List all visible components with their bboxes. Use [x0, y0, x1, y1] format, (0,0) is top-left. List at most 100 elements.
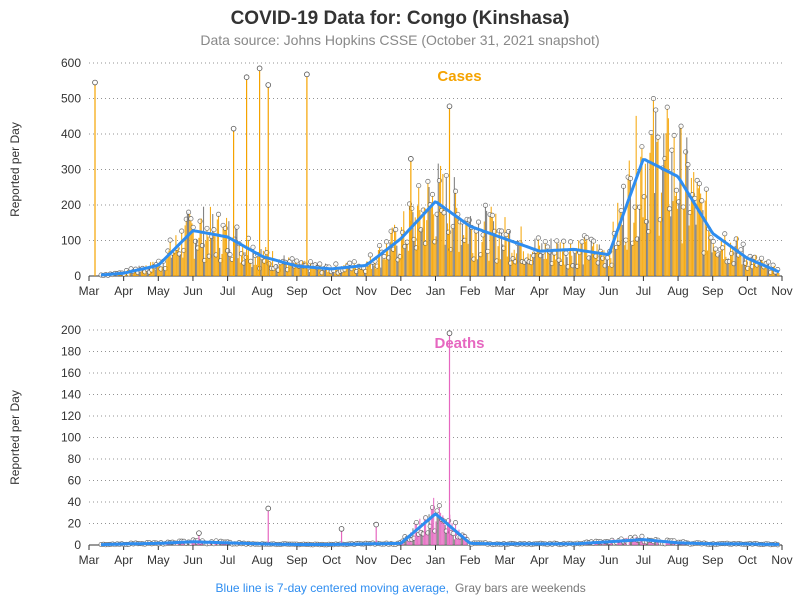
- cases-spike-point: [265, 82, 272, 88]
- cases-daily-point: [561, 238, 567, 244]
- cases-daily-point: [248, 258, 254, 264]
- cases-daily-point: [722, 231, 728, 237]
- deaths-x-tick-label: Sep: [702, 553, 724, 567]
- deaths-daily-point: [413, 519, 419, 526]
- cases-daily-point: [429, 191, 436, 198]
- cases-daily-point: [482, 202, 488, 208]
- weekend-note: Gray bars are weekends: [455, 581, 586, 595]
- cases-x-tick-label: Nov: [771, 284, 792, 298]
- cases-daily-point: [167, 237, 173, 243]
- cases-x-tick-label: Oct: [322, 284, 341, 298]
- cases-daily-point: [289, 256, 295, 262]
- cases-daily-point: [535, 235, 541, 241]
- cases-x-tick-label: Oct: [738, 284, 757, 298]
- cases-y-tick-label: 100: [61, 234, 81, 248]
- cases-daily-point: [441, 210, 447, 216]
- cases-daily-point: [699, 198, 705, 204]
- deaths-daily-bars: [98, 497, 781, 548]
- cases-x-tick-label: Nov: [356, 284, 377, 298]
- cases-daily-point: [377, 242, 383, 249]
- cases-daily-point: [604, 255, 610, 261]
- deaths-y-tick-label: 80: [68, 452, 82, 466]
- cases-y-tick-label: 500: [61, 92, 81, 106]
- cases-daily-point: [404, 239, 410, 245]
- deaths-x-tick-label: Aug: [252, 553, 273, 567]
- deaths-x-tick-label: Oct: [322, 553, 341, 567]
- deaths-spike-point: [446, 330, 453, 337]
- cases-daily-point: [655, 134, 661, 140]
- deaths-y-tick-label: 100: [61, 431, 81, 445]
- deaths-x-tick-label: Aug: [667, 553, 688, 567]
- cases-daily-point: [568, 239, 574, 245]
- cases-daily-point: [696, 181, 703, 187]
- cases-x-tick-label: May: [147, 284, 170, 298]
- cases-daily-point: [620, 183, 627, 189]
- cases-x-tick-label: Feb: [460, 284, 481, 298]
- deaths-y-tick-label: 20: [68, 517, 82, 531]
- deaths-x-tick-label: Jul: [636, 553, 651, 567]
- cases-daily-point: [673, 187, 679, 193]
- cases-x-tick-label: Apr: [530, 284, 549, 298]
- cases-daily-point: [563, 250, 569, 256]
- cases-daily-point: [554, 238, 560, 244]
- cases-daily-point: [307, 259, 314, 265]
- deaths-x-tick-label: May: [563, 553, 586, 567]
- cases-daily-point: [416, 183, 422, 189]
- deaths-panel-label: Deaths: [434, 335, 484, 352]
- cases-panel: 0 100 200 300 400 500 600 Mar Apr May Jun Jul Aug Sep…: [8, 56, 793, 298]
- cases-x-tick-label: Aug: [252, 284, 273, 298]
- deaths-y-tick-label: 40: [68, 495, 82, 509]
- cases-daily-point: [666, 206, 673, 212]
- cases-spike-point: [446, 103, 453, 110]
- chart-title: COVID-19 Data for: Congo (Kinshasa): [231, 8, 570, 29]
- cases-daily-point: [653, 107, 659, 113]
- cases-daily-point: [639, 144, 645, 150]
- cases-daily-point: [294, 258, 300, 264]
- cases-daily-point: [211, 227, 217, 233]
- cases-x-tick-label: Aug: [667, 284, 688, 298]
- cases-daily-point: [227, 251, 233, 258]
- deaths-spike-point: [196, 530, 202, 536]
- cases-daily-point: [489, 212, 495, 218]
- cases-daily-point: [179, 228, 185, 234]
- cases-daily-point: [347, 260, 353, 266]
- deaths-daily-point: [434, 508, 440, 514]
- cases-daily-bars: [98, 96, 781, 278]
- cases-daily-point: [627, 175, 633, 182]
- cases-daily-point: [740, 241, 746, 247]
- cases-daily-point: [708, 235, 714, 241]
- deaths-x-tick-label: Jul: [220, 553, 235, 567]
- deaths-y-tick-label: 200: [61, 323, 81, 337]
- deaths-spike-point: [373, 521, 380, 528]
- cases-daily-point: [317, 261, 323, 267]
- deaths-x-tick-label: Sep: [286, 553, 308, 567]
- cases-x-tick-label: Jul: [636, 284, 651, 298]
- cases-y-tick-label: 300: [61, 163, 81, 177]
- cases-spike-point: [304, 71, 310, 78]
- cases-daily-point: [680, 204, 686, 210]
- cases-daily-point: [367, 252, 373, 258]
- cases-y-tick-label: 200: [61, 198, 81, 212]
- deaths-daily-point: [639, 533, 645, 539]
- cases-daily-point: [671, 132, 677, 138]
- cases-daily-point: [234, 224, 240, 230]
- deaths-y-tick-label: 180: [61, 345, 81, 359]
- cases-x-tick-label: Jan: [426, 284, 445, 298]
- cases-daily-point: [650, 96, 656, 102]
- cases-daily-point: [648, 129, 654, 136]
- cases-spike-point: [243, 74, 250, 80]
- cases-daily-point: [545, 244, 551, 250]
- cases-daily-point: [351, 259, 357, 265]
- cases-daily-point: [383, 239, 390, 245]
- chart-subtitle: Data source: Johns Hopkins CSSE (October…: [200, 32, 599, 48]
- deaths-panel: 0 20 40 60 80 100 120 140 160 180 200 Mar Apr May Jun J…: [8, 323, 793, 567]
- deaths-x-tick-label: Nov: [771, 553, 792, 567]
- deaths-x-tick-label: Jun: [599, 553, 618, 567]
- cases-daily-point: [710, 238, 716, 245]
- cases-spike-point: [92, 79, 98, 86]
- deaths-x-tick-label: Oct: [738, 553, 757, 567]
- cases-daily-point: [443, 172, 449, 179]
- cases-x-tick-label: Mar: [79, 284, 100, 298]
- cases-daily-point: [190, 224, 196, 230]
